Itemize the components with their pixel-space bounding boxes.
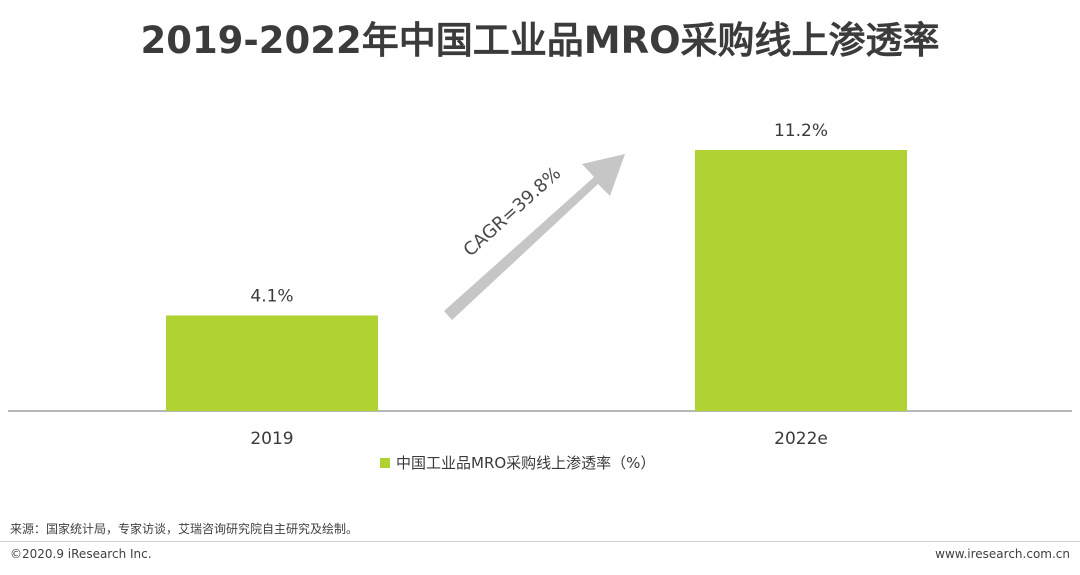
cagr-arrow-shape (444, 154, 625, 320)
website: www.iresearch.com.cn (935, 547, 1070, 561)
footer-divider (0, 541, 1080, 542)
source-note: 来源：国家统计局，专家访谈，艾瑞咨询研究院自主研究及绘制。 (10, 522, 359, 536)
bar-2022e (695, 150, 907, 412)
chart-title: 2019-2022年中国工业品MRO采购线上渗透率 (140, 19, 940, 62)
legend-swatch (380, 458, 390, 468)
bar-chart: 4.1% 11.2% 2019 2022e CAGR=39.8% 中国工业品MRO采… (8, 121, 1072, 472)
cagr-annotation: CAGR=39.8% (459, 163, 565, 261)
legend-label: 中国工业品MRO采购线上渗透率（%） (396, 454, 655, 472)
x-tick-2019: 2019 (250, 429, 293, 449)
bar-2019 (166, 315, 378, 411)
legend: 中国工业品MRO采购线上渗透率（%） (380, 454, 655, 472)
data-label-2022e: 11.2% (774, 121, 828, 141)
cagr-arrow: CAGR=39.8% (444, 154, 625, 320)
x-tick-2022e: 2022e (774, 429, 828, 449)
data-label-2019: 4.1% (250, 286, 293, 306)
copyright: ©2020.9 iResearch Inc. (10, 547, 152, 561)
